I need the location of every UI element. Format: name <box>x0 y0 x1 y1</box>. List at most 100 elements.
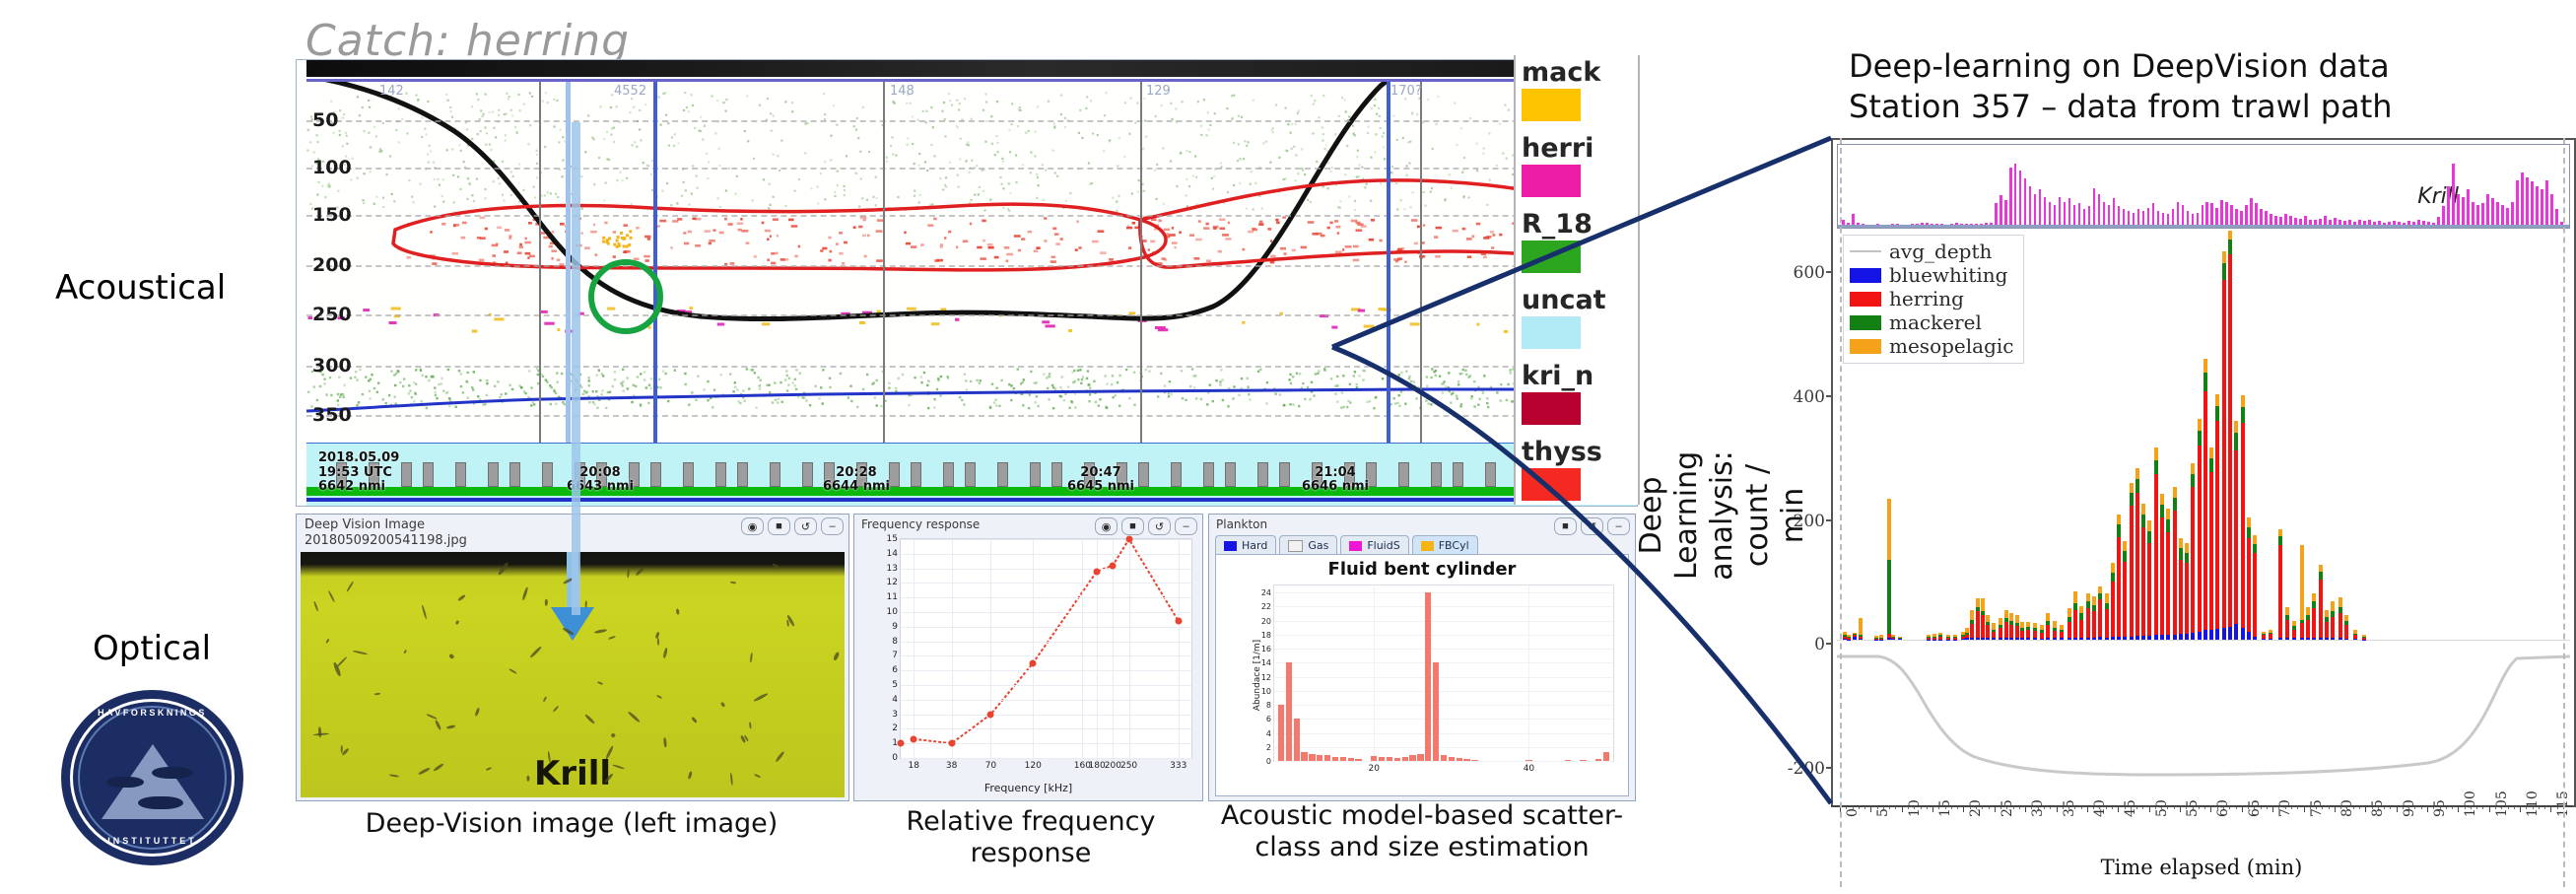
bar-segment-mackerel <box>2203 373 2207 391</box>
legend-item-herri[interactable]: herri <box>1522 135 1638 197</box>
echogram-marker-line-blue[interactable] <box>1387 82 1390 444</box>
bar-segment-mesopelagic <box>2117 515 2122 525</box>
bar-segment-mesopelagic <box>2343 615 2348 622</box>
legend-item-uncat[interactable]: uncat <box>1522 287 1638 349</box>
grid-icon[interactable]: ■ <box>768 517 790 535</box>
deep-vision-window-title: Deep Vision Image <box>305 517 426 532</box>
eye-icon[interactable]: ◉ <box>1095 517 1118 535</box>
deep-learning-x-minor-tick <box>1864 805 1866 809</box>
krill-bar <box>2161 212 2165 225</box>
plankton-tabs[interactable]: Hard Gas FluidS FBCyl <box>1215 535 1478 555</box>
bar-segment-mackerel <box>2060 629 2065 633</box>
deep-learning-y-tick <box>1826 270 1833 273</box>
highlight-circle <box>588 259 663 334</box>
bar-segment-herring <box>1879 638 1884 640</box>
deep-learning-x-minor-tick <box>1976 805 1978 809</box>
bar-segment-herring <box>2053 630 2058 639</box>
frequency-data-point <box>1093 568 1101 576</box>
plankton-window-buttons[interactable]: ■ ↺ – <box>1554 517 1630 535</box>
deep-learning-x-minor-tick <box>2266 805 2268 809</box>
legend-item-krin[interactable]: kri_n <box>1522 363 1638 425</box>
bar-segment-herring <box>2166 531 2171 635</box>
frequency-response-window[interactable]: Frequency response ◉ ■ ↺ – 0 1 2 3 4 5 6 7 8 9 10 1… <box>853 514 1203 801</box>
deep-learning-main-plot[interactable]: avg_depth bluewhiting herring mackerel m… <box>1837 231 2570 801</box>
echogram-plot[interactable]: 50 100 150 200 250 300 350 142 4552 148 … <box>306 82 1637 444</box>
echogram-transducer-line <box>306 79 1637 82</box>
bar-segment-mesopelagic <box>2338 596 2342 607</box>
echogram-ping-marker[interactable] <box>566 82 571 444</box>
deep-learning-x-minor-tick <box>2556 805 2558 809</box>
frequency-response-window-buttons[interactable]: ◉ ■ ↺ – <box>1095 517 1197 535</box>
echogram-selected-ping[interactable] <box>653 82 657 444</box>
deep-learning-legend[interactable]: avg_depth bluewhiting herring mackerel m… <box>1843 235 2025 364</box>
krill-bar <box>1925 223 1929 225</box>
krill-bar <box>2240 210 2244 225</box>
echogram-window[interactable]: 50 100 150 200 250 300 350 142 4552 148 … <box>296 59 1638 507</box>
bar-segment-herring <box>2123 562 2128 637</box>
bar-segment-mesopelagic <box>1852 632 1857 635</box>
minimize-icon[interactable]: – <box>1175 517 1197 535</box>
depth-tick-label: 300 <box>312 355 352 377</box>
krill-bar <box>2033 193 2037 225</box>
bar-segment-mesopelagic <box>2085 592 2090 602</box>
deep-learning-bar <box>2135 231 2139 801</box>
legend-item-herring[interactable]: herring <box>1850 287 2013 310</box>
bar-segment-mackerel <box>1970 620 1975 624</box>
legend-item-mack[interactable]: mack <box>1522 59 1638 121</box>
legend-item-bluewhiting[interactable]: bluewhiting <box>1850 263 2013 287</box>
minimize-icon[interactable]: – <box>1607 517 1630 535</box>
echogram-legend[interactable]: mack herri R_18 uncat kri_n thyss <box>1514 55 1640 505</box>
minimize-icon[interactable]: – <box>821 517 844 535</box>
eye-icon[interactable]: ◉ <box>741 517 764 535</box>
tab-gas[interactable]: Gas <box>1279 535 1338 555</box>
legend-item-avg-depth[interactable]: avg_depth <box>1850 240 2013 263</box>
legend-label: mackerel <box>1889 310 1982 334</box>
tab-fluids[interactable]: FluidS <box>1340 535 1409 555</box>
bar-segment-bluewhiting <box>1879 639 1884 641</box>
echogram-traces <box>306 82 1637 413</box>
krill-bar <box>1959 224 1963 225</box>
grid-icon[interactable]: ■ <box>1121 517 1144 535</box>
echogram-top-tick: 142 <box>379 84 404 99</box>
deep-learning-bar <box>1926 231 1931 801</box>
deep-learning-x-minor-tick <box>2050 805 2052 809</box>
legend-item-mackerel[interactable]: mackerel <box>1850 310 2013 334</box>
krill-bar <box>2077 203 2081 225</box>
tab-swatch-fbcyl <box>1420 540 1434 551</box>
refresh-icon[interactable]: ↺ <box>1581 517 1603 535</box>
plankton-window[interactable]: Plankton ■ ↺ – Hard Gas FluidS FBCyl Flu… <box>1208 514 1636 801</box>
frequency-response-plot[interactable]: 0 1 2 3 4 5 6 7 8 9 10 11 12 13 14 15 18 38 70 120 160 180 200… <box>887 534 1192 771</box>
legend-item-mesopelagic[interactable]: mesopelagic <box>1850 334 2013 358</box>
krill-bar <box>1964 224 1968 225</box>
legend-item-r18[interactable]: R_18 <box>1522 211 1638 273</box>
bar-segment-mesopelagic <box>2039 625 2044 631</box>
legend-item-thyss[interactable]: thyss <box>1522 439 1638 501</box>
deep-learning-x-minor-tick <box>2044 805 2046 809</box>
bar-segment-bluewhiting <box>2240 627 2245 641</box>
deep-learning-x-tick <box>2025 805 2027 812</box>
depth-tick-label: 50 <box>312 109 339 131</box>
grid-icon[interactable]: ■ <box>1554 517 1577 535</box>
deep-learning-bar <box>2026 231 2031 801</box>
deep-learning-bar <box>1886 231 1891 801</box>
krill-subpanel[interactable]: Krill <box>1837 144 2570 229</box>
plankton-plot[interactable]: 0 2 4 6 8 10 12 14 16 18 20 22 24 20 40 <box>1261 585 1614 774</box>
bar-segment-mesopelagic <box>2135 468 2139 480</box>
bar-segment-mackerel <box>1897 637 1902 639</box>
plankton-y-tick-label: 16 <box>1260 645 1271 654</box>
deep-learning-chart[interactable]: Krill avg_depth bluewhiting herring mack… <box>1788 138 2576 807</box>
deep-vision-window-buttons[interactable]: ◉ ■ ↺ – <box>741 517 844 535</box>
krill-bar <box>2215 207 2219 225</box>
refresh-icon[interactable]: ↺ <box>794 517 817 535</box>
tab-hard[interactable]: Hard <box>1215 535 1277 555</box>
krill-bar <box>2097 193 2101 225</box>
deep-vision-window[interactable]: Deep Vision Image 20180509200541198.jpg … <box>296 514 849 801</box>
deep-learning-x-minor-tick <box>2464 805 2466 809</box>
plankton-bar <box>1463 758 1470 761</box>
deep-learning-x-minor-tick <box>2037 805 2039 809</box>
refresh-icon[interactable]: ↺ <box>1148 517 1171 535</box>
bar-segment-mackerel <box>2129 492 2134 507</box>
bar-segment-mackerel <box>2215 406 2220 422</box>
bar-segment-herring <box>2020 630 2025 639</box>
tab-fbcyl[interactable]: FBCyl <box>1411 535 1478 555</box>
